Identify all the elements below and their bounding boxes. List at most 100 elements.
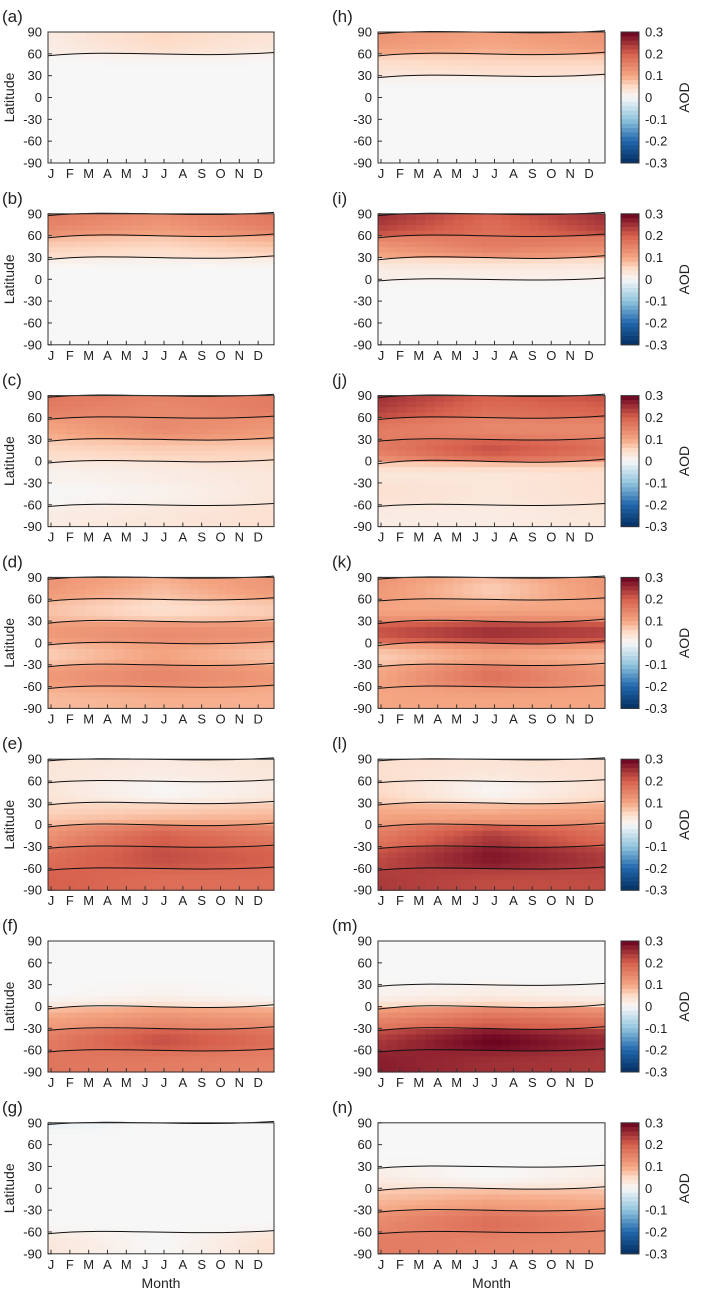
heat-cell [95,868,106,875]
heat-cell [453,81,464,88]
heat-cell [217,946,228,953]
heat-cell [189,70,200,77]
heat-cell [48,1001,59,1008]
heat-cell [236,781,247,788]
heat-cell [453,75,464,82]
heat-cell [217,317,228,324]
heat-cell [189,626,200,633]
heat-cell [132,1171,143,1178]
heat-cell [95,813,106,820]
heat-cell [151,130,162,137]
heat-cell [245,306,256,313]
heat-cell [208,295,219,302]
heat-cell [113,775,124,782]
heat-cell [236,219,247,226]
heat-cell [236,312,247,319]
heat-cell [510,81,521,88]
heat-cell [48,450,59,457]
heat-cell [66,1001,77,1008]
heat-cell [170,81,181,88]
heat-cell [245,582,256,589]
heat-cell [104,588,115,595]
heat-cell [48,868,59,875]
heat-cell [113,1171,124,1178]
x-tick-label: A [103,348,112,363]
heat-cell [245,851,256,859]
heat-cell [567,81,578,88]
heat-cell [226,781,237,788]
heat-cell [151,835,162,842]
heat-cell [208,273,219,280]
heat-cell [189,1011,200,1019]
heat-cell [142,1242,153,1249]
heat-cell [217,588,228,595]
heat-cell [76,1133,87,1140]
heat-cell [255,86,266,93]
heat-cell [264,648,275,655]
heat-cell [104,433,115,440]
heat-cell [264,664,275,671]
heat-cell [264,984,275,991]
heat-cell [48,1182,59,1189]
heat-cell [113,702,124,709]
heat-cell [132,830,143,837]
heat-cell [189,979,200,986]
heat-cell [161,637,172,644]
heat-cell [472,130,483,137]
heat-cell [208,621,219,628]
heat-cell [226,246,237,253]
heat-cell [179,830,190,837]
heat-cell [104,1215,115,1222]
heat-cell [434,48,445,55]
heat-cell [245,273,256,280]
heat-cell [208,1017,219,1024]
heat-cell [255,648,266,655]
heat-cell [510,124,521,131]
heat-cell [170,1204,181,1211]
heat-cell [151,1171,162,1178]
heat-cell [255,653,266,660]
heat-cell [104,1017,115,1024]
heat-cell [595,59,606,66]
heat-cell [123,653,134,660]
heat-cell [567,92,578,99]
heat-cell [57,775,68,782]
heat-cell [76,306,87,313]
heat-cell [132,1199,143,1206]
heat-cell [226,808,237,815]
heat-cell [151,951,162,958]
heat-cell [66,951,77,958]
heat-cell [198,279,209,286]
heat-cell [255,504,266,511]
heat-cell [217,664,228,671]
heat-cell [236,791,247,799]
heat-cell [387,48,398,55]
heat-cell [217,295,228,302]
heat-cell [396,53,407,60]
heat-cell [208,119,219,126]
x-tick-label: J [161,711,168,726]
x-tick-label: J [48,1257,55,1272]
heat-cell [161,862,172,869]
heat-cell [208,770,219,777]
heat-cell [189,593,200,600]
heat-cell [236,86,247,93]
heat-cell [217,406,228,413]
heat-cell [161,333,172,340]
heat-cell [529,135,540,142]
heat-cell [226,1055,237,1062]
heat-cell [95,246,106,253]
heat-cell [198,262,209,269]
heat-cell [208,290,219,297]
heat-cell [255,482,266,489]
heat-cell [472,70,483,77]
heat-cell [76,64,87,71]
heat-cell [85,770,96,777]
heat-cell [491,86,502,93]
heat-cell [95,697,106,704]
heat-cell [161,884,172,891]
heat-cell [57,1133,68,1140]
heat-cell [161,213,172,220]
heat-cell [161,92,172,99]
heat-cell [142,1231,153,1239]
